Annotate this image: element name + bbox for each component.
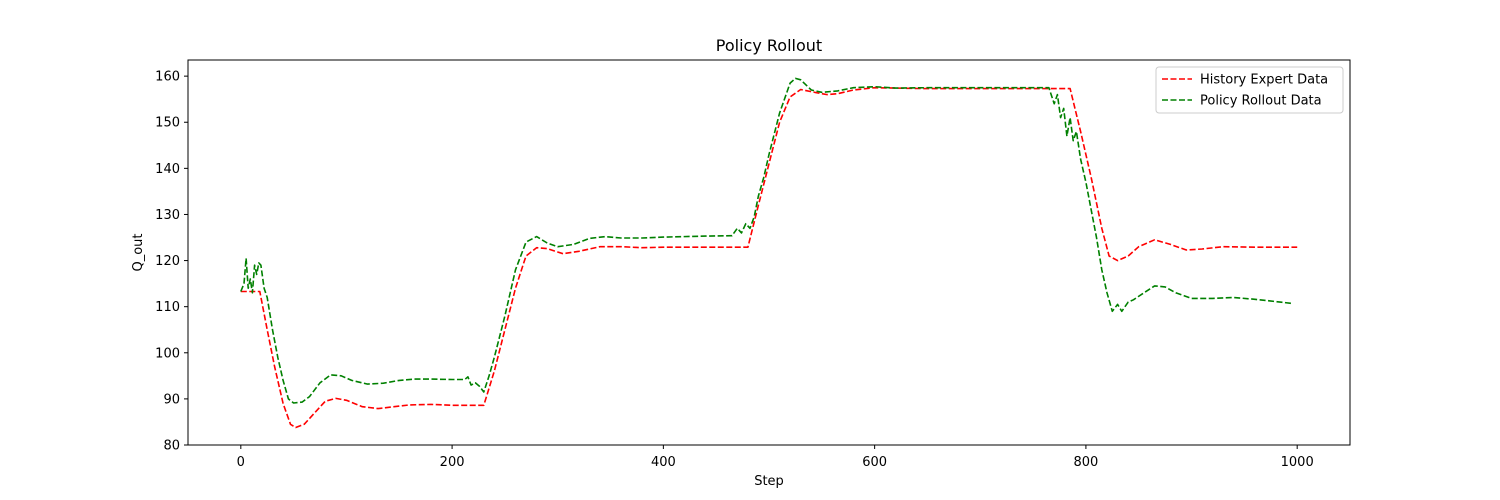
y-tick-label: 110 (155, 300, 180, 315)
x-axis-ticks: 0 200 400 600 800 1000 (237, 445, 1314, 470)
x-tick-label: 200 (440, 455, 465, 470)
x-tick-label: 600 (862, 455, 887, 470)
x-axis-label: Step (754, 474, 784, 489)
y-tick-label: 140 (155, 162, 180, 177)
y-axis-ticks: 80 90 100 110 120 130 140 150 160 (155, 70, 188, 454)
y-axis-label: Q_out (131, 233, 146, 271)
legend-box (1155, 66, 1344, 114)
y-tick-label: 130 (155, 208, 180, 223)
chart-title: Policy Rollout (716, 36, 822, 55)
legend: History Expert Data Policy Rollout Data (1155, 66, 1344, 114)
x-tick-label: 0 (237, 455, 245, 470)
legend-entry-1: History Expert Data (1200, 73, 1328, 88)
plot-frame (187, 59, 1351, 446)
x-tick-label: 400 (651, 455, 676, 470)
y-tick-label: 150 (155, 116, 180, 131)
x-tick-label: 800 (1073, 455, 1098, 470)
y-tick-label: 120 (155, 254, 180, 269)
series-layer (240, 77, 1298, 429)
y-tick-label: 100 (155, 346, 180, 361)
legend-entry-2: Policy Rollout Data (1200, 94, 1322, 109)
series-line-2 (240, 77, 1292, 404)
y-tick-label: 160 (155, 70, 180, 85)
x-tick-label: 1000 (1281, 455, 1314, 470)
y-tick-label: 80 (163, 439, 180, 454)
series-line-1 (240, 86, 1298, 429)
y-tick-label: 90 (163, 392, 180, 407)
